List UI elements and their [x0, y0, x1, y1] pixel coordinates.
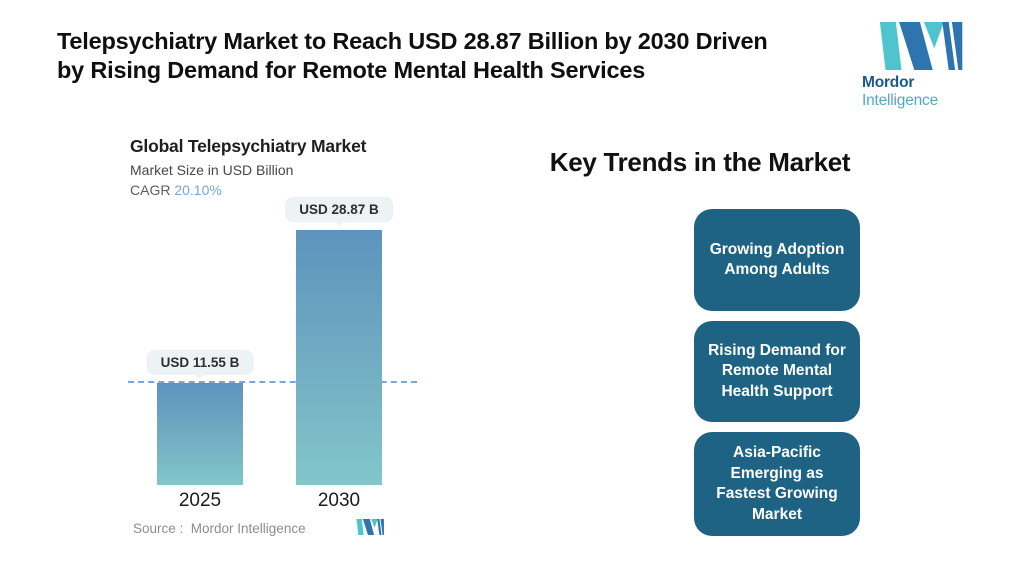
brand-name: Mordor Intelligence: [862, 74, 992, 110]
trend-box-rising-demand: Rising Demand for Remote Mental Health S…: [694, 321, 860, 422]
x-tick-2025: 2025: [178, 490, 222, 511]
brand-logo: Mordor Intelligence: [862, 22, 992, 110]
trends-heading: Key Trends in the Market: [549, 147, 851, 177]
cagr-value: 20.10%: [174, 182, 222, 198]
value-callout-2030: USD 28.87 B: [286, 198, 392, 221]
brand-name-bold: Mordor: [862, 74, 915, 91]
mordor-logo-icon: [879, 22, 963, 70]
reference-line: [128, 381, 417, 383]
bar-chart: USD 11.55 B USD 28.87 B: [128, 185, 420, 485]
chart-header: Global Telepsychiatry Market Market Size…: [130, 136, 366, 198]
trend-box-list: Growing Adoption Among Adults Rising Dem…: [694, 209, 860, 536]
chart-cagr: CAGR 20.10%: [130, 182, 366, 198]
page-title: Telepsychiatry Market to Reach USD 28.87…: [57, 28, 768, 83]
value-callout-2025: USD 11.55 B: [147, 351, 253, 374]
brand-name-light: Intelligence: [862, 92, 939, 109]
chart-title: Global Telepsychiatry Market: [130, 136, 367, 156]
trend-box-asia-pacific: Asia-Pacific Emerging as Fastest Growing…: [694, 432, 860, 536]
trend-box-growing-adoption: Growing Adoption Among Adults: [694, 209, 860, 311]
mordor-logo-mini-icon: [356, 519, 384, 535]
cagr-label: CAGR: [130, 182, 171, 198]
x-tick-2030: 2030: [317, 490, 361, 511]
bar-2025: [157, 383, 243, 485]
chart-subtitle: Market Size in USD Billion: [130, 162, 294, 178]
bar-2030: [296, 230, 382, 485]
chart-source: Source : Mordor Intelligence: [133, 521, 306, 536]
